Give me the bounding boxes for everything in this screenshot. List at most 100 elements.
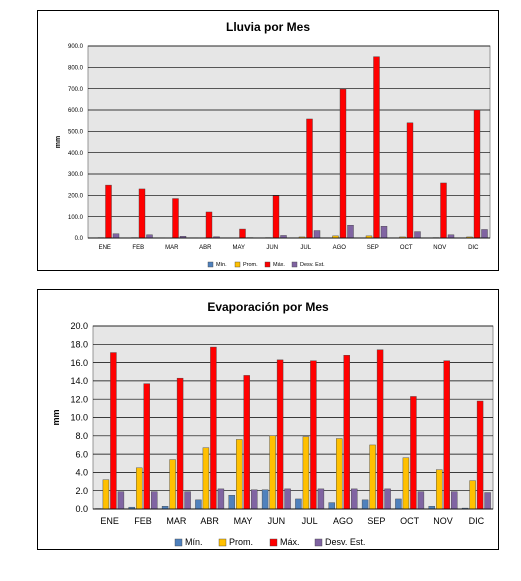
evaporation-chart-panel: Evaporación por Mes 0.0 2.0 4.0 6.0 8.0 10.0 12…	[37, 289, 499, 550]
x-tick-label: SEP	[367, 516, 385, 526]
y-tick-label: 18.0	[70, 339, 88, 349]
chart-title: Lluvia por Mes	[226, 20, 310, 34]
legend-swatch-min	[208, 262, 213, 267]
y-tick-label: 900.0	[68, 44, 84, 50]
x-tick-label: MAR	[165, 245, 179, 251]
y-tick-label: 10.0	[70, 413, 88, 423]
x-tick-label: JUN	[266, 245, 278, 251]
bar-avg-may	[236, 439, 242, 509]
x-tick-label: MAR	[166, 516, 187, 526]
bar-max-feb	[144, 384, 150, 509]
bar-max-jun	[273, 196, 279, 238]
x-tick-label: AGO	[333, 516, 353, 526]
bar-stddev-feb	[151, 492, 157, 509]
bar-avg-jul	[303, 437, 309, 509]
y-tick-label: 16.0	[70, 358, 88, 368]
legend-swatch-max	[265, 262, 270, 267]
legend-label-min: Mín.	[216, 262, 227, 268]
y-tick-label: 2.0	[75, 486, 88, 496]
bar-stddev-dic	[485, 493, 491, 509]
bar-stddev-ene	[118, 492, 124, 509]
bar-max-oct	[407, 123, 413, 238]
bar-max-ene	[106, 185, 112, 238]
bar-stddev-jun	[285, 489, 291, 509]
y-tick-label: 0.0	[75, 236, 84, 242]
bar-max-jul	[307, 119, 313, 238]
bar-avg-mar	[170, 460, 176, 509]
bar-max-abr	[206, 212, 212, 238]
bar-stddev-nov	[448, 235, 454, 238]
x-tick-label: JUL	[302, 516, 318, 526]
bar-max-may	[240, 229, 246, 238]
bar-stddev-sep	[385, 489, 391, 509]
legend-label-avg: Prom.	[243, 262, 258, 268]
x-tick-label: DIC	[468, 245, 479, 251]
x-tick-label: OCT	[400, 245, 413, 251]
bar-stddev-nov	[451, 492, 457, 509]
bar-stddev-mar	[185, 492, 191, 509]
y-tick-label: 14.0	[70, 376, 88, 386]
bar-min-abr	[195, 500, 201, 509]
y-tick-label: 300.0	[68, 172, 84, 178]
bar-max-nov	[441, 183, 447, 238]
bar-avg-oct	[403, 458, 409, 509]
y-tick-label: 6.0	[75, 449, 88, 459]
bar-max-mar	[177, 378, 183, 509]
bar-min-jul	[295, 499, 301, 509]
x-tick-label: NOV	[433, 516, 453, 526]
y-tick-label: 8.0	[75, 431, 88, 441]
legend: Mín. Prom. Máx. Desv. Est.	[175, 537, 365, 547]
bar-max-jul	[310, 361, 316, 509]
bar-max-ago	[344, 355, 350, 509]
x-tick-label: FEB	[132, 245, 144, 251]
x-tick-label: SEP	[367, 245, 379, 251]
y-tick-label: 600.0	[68, 108, 84, 114]
x-tick-label: MAY	[232, 245, 245, 251]
bar-max-nov	[444, 361, 450, 509]
legend-swatch-stddev	[315, 539, 322, 546]
legend-label-stddev: Desv. Est.	[300, 262, 325, 268]
bar-stddev-may	[251, 490, 257, 509]
legend-label-min: Mín.	[185, 537, 203, 547]
bar-min-oct	[395, 499, 401, 509]
y-tick-label: 100.0	[68, 215, 84, 221]
bar-stddev-oct	[415, 232, 421, 238]
legend-swatch-avg	[219, 539, 226, 546]
bar-max-feb	[139, 189, 145, 238]
legend-label-max: Máx.	[280, 537, 300, 547]
bar-max-mar	[173, 199, 179, 238]
bar-stddev-ago	[351, 489, 357, 509]
legend-swatch-min	[175, 539, 182, 546]
bar-stddev-ago	[348, 225, 354, 238]
legend-label-avg: Prom.	[229, 537, 253, 547]
bar-max-oct	[410, 396, 416, 509]
bar-min-nov	[429, 506, 435, 509]
bar-min-may	[229, 495, 235, 509]
chart-title: Evaporación por Mes	[207, 300, 329, 314]
bar-avg-ago	[336, 439, 342, 509]
bar-max-ago	[340, 89, 346, 238]
bar-max-sep	[377, 350, 383, 509]
x-tick-label: ABR	[199, 245, 212, 251]
y-tick-label: 12.0	[70, 394, 88, 404]
bar-stddev-sep	[381, 226, 387, 238]
evaporation-chart: Evaporación por Mes 0.0 2.0 4.0 6.0 8.0 10.0 12…	[38, 290, 498, 549]
y-tick-label: 4.0	[75, 468, 88, 478]
x-tick-label: NOV	[433, 245, 446, 251]
bar-max-may	[244, 375, 250, 509]
y-tick-label: 800.0	[68, 65, 84, 71]
legend-swatch-avg	[235, 262, 240, 267]
bar-max-abr	[210, 347, 216, 509]
x-tick-label: AGO	[333, 245, 347, 251]
bar-max-dic	[477, 401, 483, 509]
bar-avg-abr	[203, 448, 209, 509]
bar-stddev-dic	[482, 229, 488, 238]
legend-label-max: Máx.	[273, 262, 285, 268]
y-tick-label: 400.0	[68, 151, 84, 157]
bar-min-mar	[162, 506, 168, 509]
x-tick-label: ENE	[99, 245, 111, 251]
x-tick-label: JUN	[268, 516, 286, 526]
bar-stddev-feb	[147, 235, 153, 238]
x-tick-label: FEB	[134, 516, 152, 526]
bar-min-ago	[329, 503, 335, 509]
